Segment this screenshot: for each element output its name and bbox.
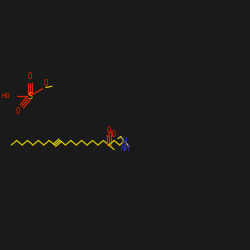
Text: O: O: [106, 126, 111, 135]
Text: S: S: [27, 92, 32, 101]
Text: N: N: [122, 137, 126, 146]
Text: O: O: [28, 72, 32, 81]
Text: NH: NH: [120, 144, 130, 153]
Text: O: O: [15, 107, 20, 116]
Text: HO: HO: [108, 130, 117, 139]
Text: HO: HO: [1, 92, 10, 98]
Text: O: O: [44, 79, 48, 88]
